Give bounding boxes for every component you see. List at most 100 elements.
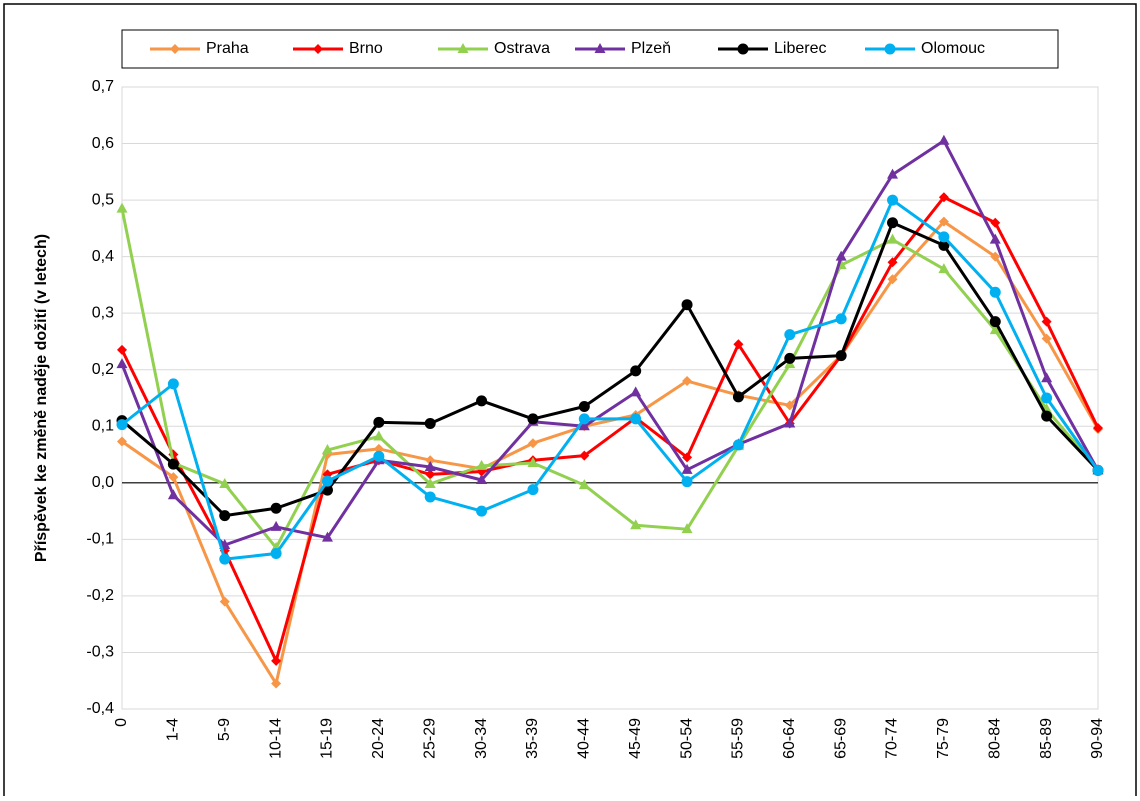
data-point <box>630 413 642 425</box>
data-point <box>1041 316 1052 327</box>
x-tick-label: 80-84 <box>986 718 1003 759</box>
legend-marker <box>737 43 749 55</box>
data-point <box>630 365 642 377</box>
x-tick-label: 50-54 <box>678 718 695 759</box>
data-point <box>989 233 1001 244</box>
y-tick-label: 0,1 <box>92 417 114 434</box>
x-tick-label: 55-59 <box>730 718 747 759</box>
x-tick-label: 75-79 <box>935 718 952 759</box>
data-point <box>425 455 436 466</box>
data-point <box>321 444 333 455</box>
data-point <box>167 378 179 390</box>
data-point <box>219 477 231 488</box>
data-point <box>1041 333 1052 344</box>
data-point <box>271 655 282 666</box>
data-point <box>578 413 590 425</box>
y-tick-label: -0,1 <box>86 531 114 548</box>
data-point <box>681 523 693 534</box>
data-point <box>887 168 899 179</box>
data-point <box>424 417 436 429</box>
data-point <box>116 202 128 213</box>
data-point <box>989 324 1001 335</box>
data-point <box>527 438 538 449</box>
data-point <box>271 678 282 689</box>
data-point <box>270 502 282 514</box>
data-point <box>476 505 488 517</box>
legend-marker <box>313 44 323 54</box>
data-point <box>116 358 128 369</box>
y-tick-label: 0,5 <box>92 191 114 208</box>
data-point <box>835 313 847 325</box>
data-point <box>784 329 796 341</box>
data-point <box>527 484 539 496</box>
y-tick-label: -0,2 <box>86 587 114 604</box>
data-point <box>681 299 693 311</box>
data-point <box>219 596 230 607</box>
data-point <box>476 395 488 407</box>
data-point <box>476 459 488 470</box>
legend-label: Praha <box>206 40 249 57</box>
data-point <box>527 413 539 425</box>
x-tick-label: 35-39 <box>524 718 541 759</box>
data-point <box>630 386 642 397</box>
data-point <box>784 400 795 411</box>
data-point <box>578 420 590 431</box>
y-tick-label: 0,0 <box>92 474 114 491</box>
x-tick-label: 25-29 <box>421 718 438 759</box>
data-point <box>630 519 642 530</box>
data-point <box>424 460 436 471</box>
legend-label: Brno <box>349 40 383 57</box>
data-point <box>527 457 539 468</box>
legend-label: Liberec <box>774 40 826 57</box>
data-point <box>424 477 436 488</box>
data-point <box>990 251 1001 262</box>
y-tick-label: 0,4 <box>92 248 114 265</box>
data-point <box>887 194 899 206</box>
x-tick-label: 65-69 <box>832 718 849 759</box>
data-point <box>116 419 128 431</box>
chart-border <box>3 3 1137 801</box>
data-point <box>938 216 949 227</box>
data-point <box>784 417 796 428</box>
data-point <box>989 286 1001 298</box>
data-point <box>373 450 385 462</box>
data-point <box>938 239 950 251</box>
data-point <box>117 344 127 355</box>
series-line <box>120 208 1100 550</box>
data-point <box>682 376 693 387</box>
data-point <box>887 274 898 285</box>
x-tick-label: 15-19 <box>319 718 336 759</box>
data-point <box>1093 422 1103 433</box>
y-axis-label: Příspěvek ke změně naděje dožití (v lete… <box>33 234 50 562</box>
data-point <box>682 452 693 463</box>
y-tick-label: 0,2 <box>92 361 114 378</box>
data-point <box>887 233 899 244</box>
data-point <box>887 217 899 229</box>
data-point <box>167 489 179 500</box>
series-line <box>121 198 1100 561</box>
data-point <box>732 391 744 403</box>
y-tick-label: 0,3 <box>92 304 114 321</box>
data-point <box>578 479 590 490</box>
legend-label: Plzeň <box>631 40 671 57</box>
data-point <box>219 553 231 565</box>
data-point <box>1041 372 1053 383</box>
y-tick-label: 0,6 <box>92 135 114 152</box>
data-point <box>373 430 385 441</box>
series-line <box>120 139 1100 547</box>
y-tick-label: -0,4 <box>86 700 114 717</box>
data-point <box>733 339 744 350</box>
data-point <box>1092 464 1104 476</box>
data-point <box>938 231 950 243</box>
x-tick-label: 10-14 <box>267 718 284 759</box>
data-point <box>938 263 950 274</box>
data-point <box>270 548 282 559</box>
legend-marker <box>170 44 180 54</box>
x-tick-label: 45-49 <box>627 718 644 759</box>
data-point <box>270 520 282 531</box>
x-tick-label: 90-94 <box>1089 718 1106 759</box>
data-point <box>373 416 385 428</box>
x-tick-label: 1-4 <box>165 718 182 741</box>
data-point <box>784 352 796 364</box>
